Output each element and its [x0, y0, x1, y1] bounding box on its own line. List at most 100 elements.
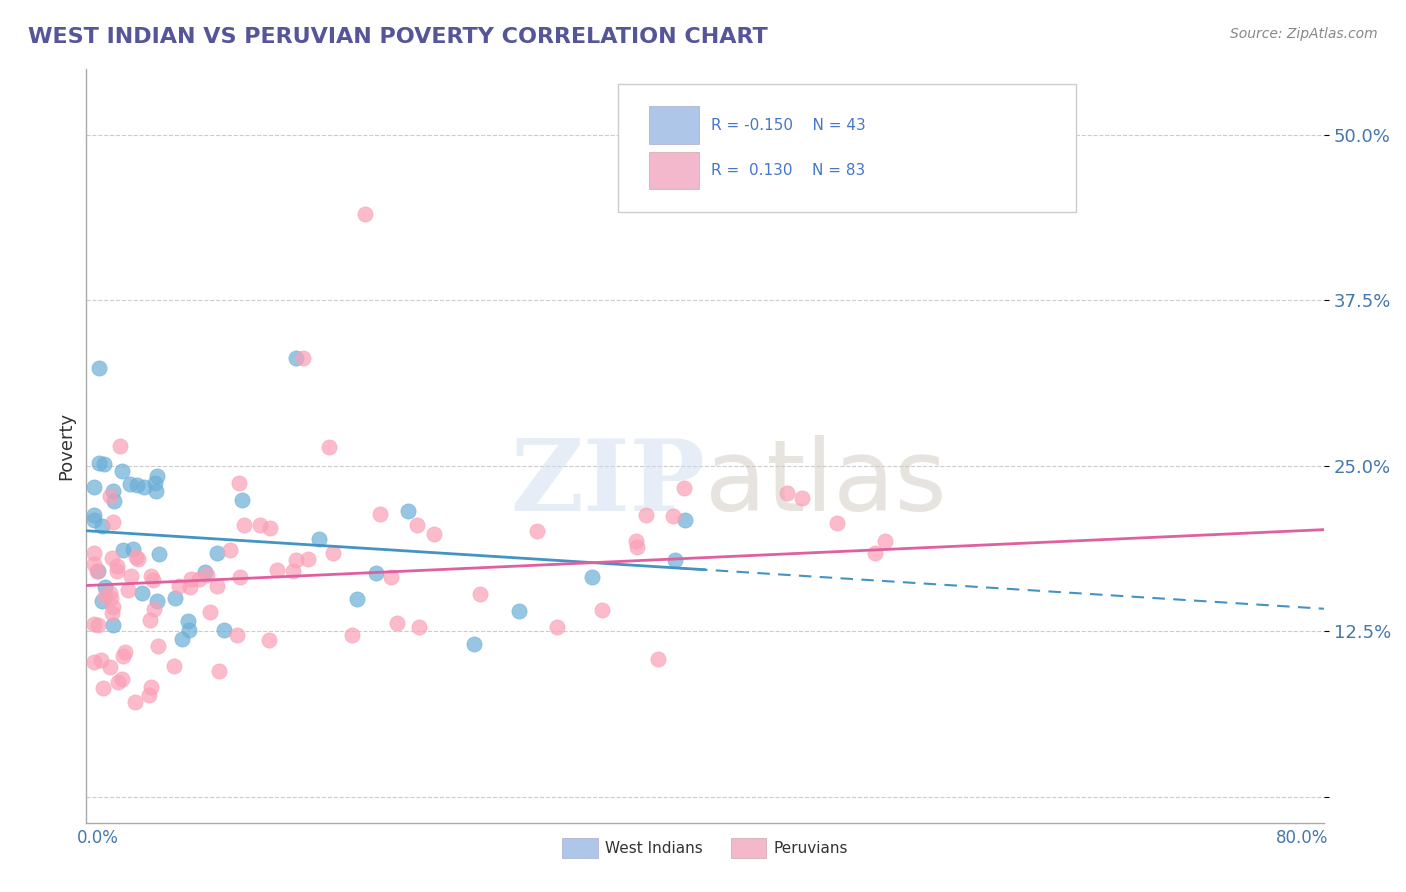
- Peruvians: [205, 579, 228, 593]
- Peruvians: [98, 660, 121, 674]
- Peruvians: [101, 550, 124, 565]
- Peruvians: [406, 518, 429, 533]
- Text: Source: ZipAtlas.com: Source: ZipAtlas.com: [1230, 27, 1378, 41]
- West Indians: [89, 361, 111, 376]
- West Indians: [110, 464, 132, 478]
- Peruvians: [108, 439, 131, 453]
- West Indians: [146, 594, 169, 608]
- West Indians: [145, 484, 167, 499]
- West Indians: [207, 546, 229, 560]
- Peruvians: [340, 628, 363, 642]
- Peruvians: [285, 553, 308, 567]
- Peruvians: [91, 681, 114, 696]
- West Indians: [145, 475, 167, 490]
- Peruvians: [83, 655, 105, 669]
- West Indians: [122, 541, 145, 556]
- Peruvians: [546, 620, 568, 634]
- Peruvians: [179, 580, 201, 594]
- Peruvians: [208, 664, 231, 678]
- Peruvians: [865, 546, 887, 560]
- Peruvians: [107, 674, 129, 689]
- Peruvians: [776, 485, 799, 500]
- Peruvians: [408, 620, 430, 634]
- Peruvians: [127, 552, 149, 566]
- Peruvians: [83, 557, 105, 571]
- West Indians: [177, 623, 200, 637]
- West Indians: [87, 564, 110, 578]
- Peruvians: [297, 551, 319, 566]
- Peruvians: [107, 564, 129, 578]
- Peruvians: [169, 579, 191, 593]
- Peruvians: [226, 628, 249, 642]
- Peruvians: [423, 527, 446, 541]
- Peruvians: [380, 570, 402, 584]
- Peruvians: [86, 564, 108, 578]
- Peruvians: [259, 521, 281, 535]
- West Indians: [83, 480, 105, 494]
- Peruvians: [188, 572, 211, 586]
- Text: West Indians: West Indians: [605, 841, 703, 855]
- West Indians: [83, 508, 105, 523]
- Peruvians: [526, 524, 548, 538]
- West Indians: [194, 565, 217, 579]
- Peruvians: [142, 573, 165, 587]
- West Indians: [285, 351, 308, 365]
- West Indians: [170, 632, 193, 646]
- West Indians: [673, 513, 696, 527]
- Peruvians: [125, 549, 148, 564]
- Peruvians: [636, 508, 658, 523]
- West Indians: [94, 580, 117, 594]
- West Indians: [101, 618, 124, 632]
- Peruvians: [385, 615, 408, 630]
- Peruvians: [626, 540, 648, 554]
- Peruvians: [219, 543, 242, 558]
- Peruvians: [139, 680, 162, 694]
- FancyBboxPatch shape: [619, 84, 1077, 212]
- Peruvians: [162, 658, 184, 673]
- Peruvians: [228, 570, 250, 584]
- West Indians: [90, 594, 112, 608]
- Peruvians: [101, 600, 124, 615]
- West Indians: [664, 553, 686, 567]
- Peruvians: [111, 649, 134, 664]
- Peruvians: [259, 633, 281, 648]
- Bar: [650, 106, 699, 144]
- West Indians: [364, 566, 387, 580]
- Peruvians: [283, 564, 305, 578]
- Peruvians: [94, 589, 117, 603]
- Peruvians: [353, 207, 375, 221]
- West Indians: [118, 477, 141, 491]
- West Indians: [132, 479, 155, 493]
- Peruvians: [875, 534, 897, 549]
- West Indians: [163, 591, 186, 606]
- Peruvians: [139, 613, 162, 627]
- Peruvians: [624, 534, 647, 549]
- West Indians: [111, 543, 134, 558]
- West Indians: [508, 605, 530, 619]
- Peruvians: [100, 586, 122, 600]
- Peruvians: [103, 515, 125, 529]
- Peruvians: [825, 516, 848, 531]
- Bar: [650, 152, 699, 189]
- Peruvians: [322, 546, 344, 560]
- Text: R = -0.150    N = 43: R = -0.150 N = 43: [711, 118, 866, 133]
- West Indians: [463, 637, 485, 651]
- West Indians: [231, 492, 253, 507]
- West Indians: [103, 494, 125, 508]
- Text: 0.0%: 0.0%: [77, 829, 120, 847]
- Peruvians: [100, 591, 122, 606]
- Text: ZIP: ZIP: [510, 435, 704, 533]
- Peruvians: [790, 491, 813, 506]
- Peruvians: [647, 652, 669, 666]
- Peruvians: [470, 587, 492, 601]
- Peruvians: [143, 601, 166, 615]
- Text: Peruvians: Peruvians: [773, 841, 848, 855]
- Peruvians: [591, 603, 613, 617]
- Peruvians: [368, 508, 391, 522]
- Peruvians: [139, 568, 162, 582]
- Peruvians: [83, 546, 105, 560]
- Peruvians: [83, 617, 105, 632]
- Peruvians: [114, 645, 136, 659]
- Peruvians: [138, 688, 160, 702]
- Text: R =  0.130    N = 83: R = 0.130 N = 83: [711, 163, 866, 178]
